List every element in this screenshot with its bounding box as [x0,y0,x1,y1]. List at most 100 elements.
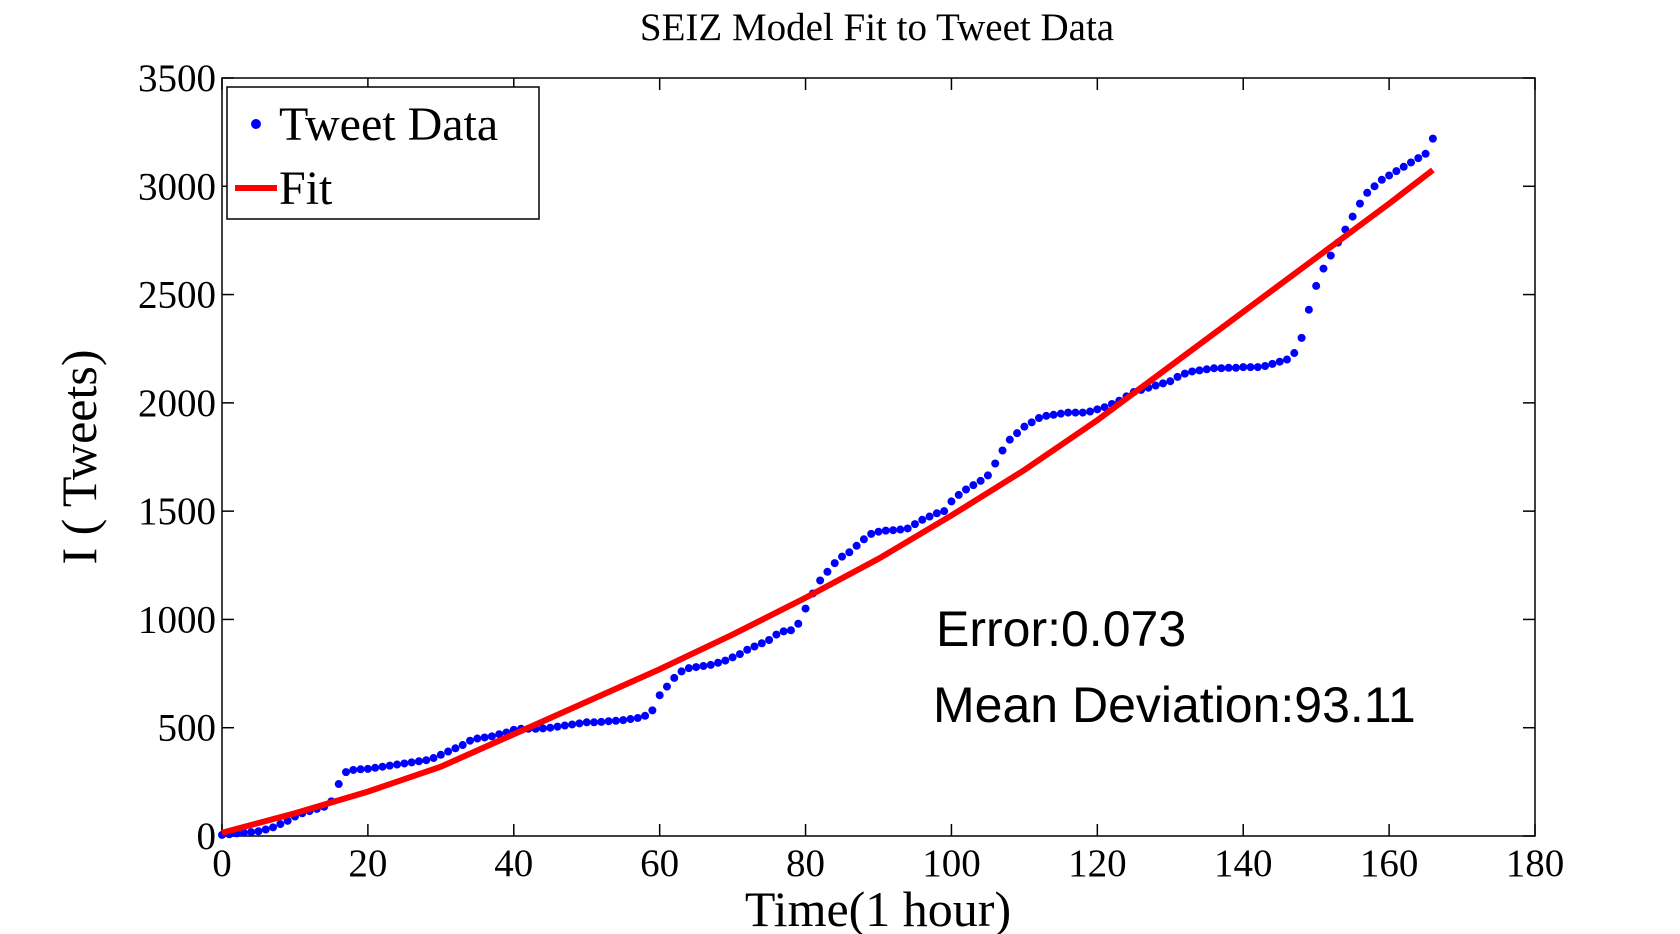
data-point [1202,365,1211,374]
x-tick-label: 160 [1360,842,1419,885]
data-point [1034,414,1043,423]
data-point [611,716,620,725]
data-point [385,761,394,770]
data-point [823,567,832,576]
y-tick-label: 3500 [138,57,216,100]
legend-box [226,86,540,220]
y-tick-label: 3000 [138,165,216,208]
data-point [1195,366,1204,375]
data-point [1173,372,1182,381]
legend-label: Fit [279,162,333,215]
data-point [1261,362,1270,371]
data-point [641,711,650,720]
data-point [495,730,504,739]
data-point [393,760,402,769]
data-point [991,459,1000,468]
data-point [648,706,657,715]
data-point [728,653,737,662]
data-point [743,645,752,654]
data-point [714,658,723,667]
data-point [750,642,759,651]
data-point [407,758,416,767]
data-point [356,765,365,774]
data-point [983,471,992,480]
data-point [546,723,555,732]
data-point [1100,403,1109,412]
data-point [662,682,671,691]
data-point [735,650,744,659]
data-point [1064,408,1073,417]
data-point [1421,149,1430,158]
data-point [1377,175,1386,184]
data-point [363,764,372,773]
data-point [1013,429,1022,438]
data-point [1042,411,1051,420]
data-point [1239,363,1248,372]
data-point [597,717,606,726]
data-point [845,548,854,557]
data-point [604,717,613,726]
data-point [947,497,956,506]
data-point [451,744,460,753]
data-point [553,722,562,731]
x-tick-label: 60 [640,842,679,885]
data-point [1180,369,1189,378]
data-point [1217,364,1226,373]
fit-line [221,167,1435,836]
data-point [458,741,467,750]
data-point [1151,381,1160,390]
y-tick-label: 500 [158,707,217,750]
data-point [969,481,978,490]
data-point [1027,418,1036,427]
data-point [1246,363,1255,372]
y-tick-label: 2000 [138,382,216,425]
data-point [1158,379,1167,388]
data-point [830,559,839,568]
y-tick-label: 1000 [138,598,216,641]
legend-marker [251,119,261,129]
data-point [786,626,795,635]
data-point [1385,171,1394,180]
data-point [903,524,912,533]
data-point [538,724,547,733]
data-point [1282,355,1291,364]
data-point [575,719,584,728]
data-point [1414,154,1423,163]
data-point [400,759,409,768]
data-point [1210,364,1219,373]
data-point [269,823,278,832]
data-point [1370,182,1379,191]
data-point [779,627,788,636]
data-point [1078,408,1087,417]
data-point [1188,367,1197,376]
data-point [1224,363,1233,372]
y-tick-label: 0 [197,815,217,858]
x-tick-label: 180 [1506,842,1565,885]
data-point [765,636,774,645]
x-tick-label: 40 [494,842,533,885]
data-point [1399,162,1408,171]
data-point [254,827,263,836]
data-point [918,515,927,524]
data-point [962,485,971,494]
data-point [1231,363,1240,372]
y-axis-title: I ( Tweets) [51,350,107,565]
annotation: Error:0.073 [936,601,1186,657]
y-tick-label: 2500 [138,274,216,317]
data-point [342,768,351,777]
data-point [1326,251,1335,260]
x-tick-label: 0 [212,842,232,885]
data-point [1268,359,1277,368]
data-point [684,664,693,673]
data-point [976,476,985,485]
data-point [1071,408,1080,417]
x-tick-label: 20 [348,842,387,885]
data-point [247,828,256,837]
data-point [560,721,569,730]
data-point [1297,333,1306,342]
data-point [816,576,825,585]
data-point [925,512,934,521]
data-point [699,661,708,670]
